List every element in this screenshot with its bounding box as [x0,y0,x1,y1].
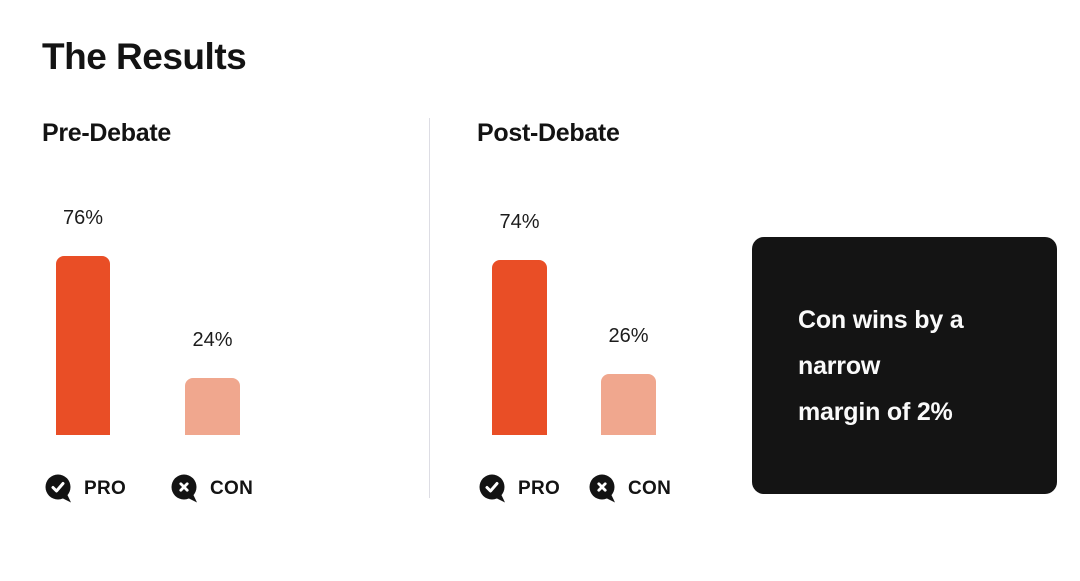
bar-group-pro: 76% [56,207,110,435]
legend-label-pro: PRO [84,477,127,499]
bar-group-con: 26% [601,325,656,435]
legend-item-pro: PRO [45,474,126,503]
bar-pro [492,260,547,435]
check-bubble-icon [45,474,73,503]
bar-value-label: 26% [608,325,649,347]
page-title: The Results [42,36,247,77]
bar-value-label: 24% [192,329,233,351]
callout-text-line: Con wins by a [798,305,964,334]
bar-value-label: 74% [499,211,540,233]
bar-group-con: 24% [185,329,240,435]
legend-label-pro: PRO [518,477,561,499]
callout-text-line: margin of 2% [798,397,953,426]
chart-title-post-debate: Post-Debate [477,119,620,147]
check-bubble-icon [479,474,507,503]
chart-pre-debate: Pre-Debate 76% 24% PRO [0,0,430,581]
x-bubble-icon [589,474,617,503]
callout-text-line: narrow [798,351,881,380]
bar-pro [56,256,110,435]
legend-item-con: CON [171,474,253,503]
bar-con [185,378,240,435]
x-bubble-icon [171,474,199,503]
bar-con [601,374,656,435]
legend-label-con: CON [628,477,672,499]
bar-group-pro: 74% [492,211,547,435]
vertical-divider [429,118,430,498]
bar-value-label: 76% [62,207,104,229]
chart-post-debate: Post-Debate 74% 26% PRO [435,0,865,581]
callout-card: Con wins by a narrow margin of 2% [752,237,1057,494]
chart-title-pre-debate: Pre-Debate [42,119,171,147]
legend-item-pro: PRO [479,474,560,503]
legend-item-con: CON [589,474,671,503]
legend-label-con: CON [210,477,254,499]
